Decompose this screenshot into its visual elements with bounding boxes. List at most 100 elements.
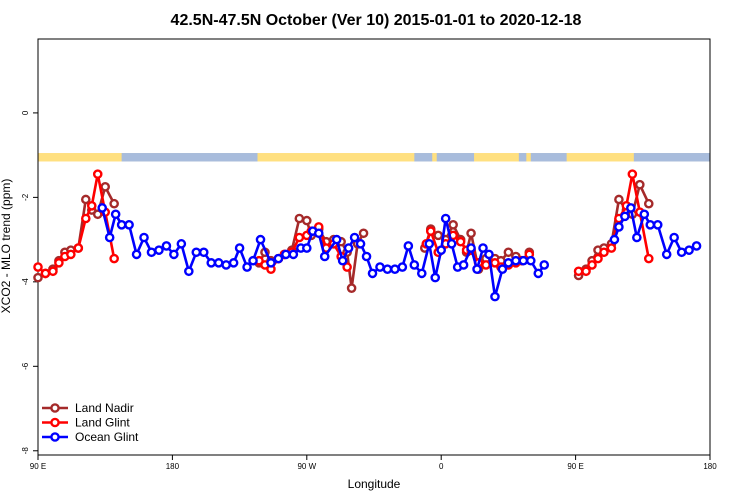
data-point — [518, 255, 529, 266]
data-point — [319, 251, 330, 262]
data-point — [206, 258, 217, 268]
data-point — [242, 262, 252, 272]
data-point — [92, 169, 103, 179]
legend-marker — [50, 432, 60, 442]
data-point — [255, 234, 266, 245]
ocean-segment — [518, 153, 527, 162]
data-point — [40, 268, 51, 279]
data-point — [100, 182, 110, 192]
ocean-segment — [121, 153, 258, 162]
data-point — [490, 291, 500, 302]
ocean-segment — [414, 153, 433, 162]
data-point — [343, 243, 354, 253]
data-point — [176, 239, 187, 249]
data-point — [661, 249, 672, 260]
data-point — [110, 209, 121, 220]
legend-marker — [50, 417, 60, 428]
data-point — [425, 226, 436, 236]
legend-label: Land Nadir — [75, 401, 134, 415]
data-point — [632, 232, 642, 243]
data-point — [266, 258, 276, 268]
data-point — [97, 203, 108, 213]
data-point — [433, 230, 444, 241]
data-point — [281, 249, 291, 260]
data-point — [643, 253, 654, 264]
legend-marker — [50, 403, 60, 413]
data-point — [403, 241, 414, 251]
data-point — [581, 266, 591, 277]
data-point — [620, 211, 630, 222]
data-point — [367, 268, 378, 279]
plot-frame — [37, 38, 711, 456]
data-point — [221, 260, 231, 270]
data-point — [294, 213, 305, 224]
data-point — [213, 258, 224, 268]
y-tick-label: -8 — [21, 447, 30, 455]
data-point — [676, 247, 687, 258]
data-point — [627, 169, 638, 179]
data-point — [484, 249, 494, 260]
land-band — [38, 153, 710, 162]
data-point — [440, 213, 451, 224]
data-point — [342, 262, 352, 272]
data-point — [503, 247, 514, 258]
data-point — [430, 272, 441, 283]
data-point — [390, 264, 400, 274]
data-point — [198, 247, 209, 258]
data-point — [573, 266, 584, 277]
data-point — [86, 201, 97, 211]
ocean-segment — [436, 153, 475, 162]
data-point — [397, 262, 408, 272]
data-point — [533, 268, 544, 279]
data-point — [184, 266, 194, 277]
data-point — [455, 236, 466, 247]
data-point — [609, 234, 620, 245]
data-point — [643, 198, 654, 209]
data-point — [234, 243, 245, 253]
x-tick-label: 90 E — [30, 462, 46, 471]
data-point — [146, 247, 157, 258]
data-point — [497, 264, 508, 274]
data-point — [294, 232, 305, 243]
data-point — [355, 239, 366, 249]
data-point — [54, 258, 64, 268]
data-point — [409, 260, 420, 270]
data-point — [33, 262, 43, 272]
data-point — [109, 198, 119, 209]
data-point — [375, 262, 385, 272]
data-point — [361, 251, 372, 262]
land-ocean-band — [38, 153, 710, 162]
data-point — [154, 245, 164, 255]
data-point — [337, 255, 348, 266]
data-point — [80, 213, 91, 224]
x-tick-label: 0 — [439, 462, 444, 471]
legend-label: Ocean Glint — [75, 430, 139, 444]
data-point — [652, 220, 663, 230]
ocean-segment — [633, 153, 710, 162]
data-point — [131, 249, 142, 260]
data-point — [614, 194, 624, 205]
data-point — [587, 260, 597, 270]
data-point — [645, 220, 656, 230]
series-land-nadir — [33, 179, 654, 293]
data-point — [539, 260, 550, 270]
data-point — [248, 255, 258, 266]
data-point — [331, 234, 342, 245]
data-point — [346, 283, 357, 293]
data-point — [358, 228, 369, 239]
x-tick-label: 90 W — [297, 462, 316, 471]
data-point — [446, 239, 457, 249]
y-tick-label: -2 — [21, 193, 30, 201]
chart-title: 42.5N-47.5N October (Ver 10) 2015-01-01 … — [171, 12, 582, 29]
data-point — [472, 264, 482, 274]
x-axis-label: Longitude — [348, 477, 401, 491]
data-point — [313, 228, 324, 239]
data-point — [466, 243, 476, 253]
data-point — [161, 241, 172, 251]
data-point — [288, 249, 299, 260]
y-tick-label: -4 — [21, 278, 30, 286]
data-point — [626, 203, 636, 213]
data-point — [73, 243, 84, 253]
